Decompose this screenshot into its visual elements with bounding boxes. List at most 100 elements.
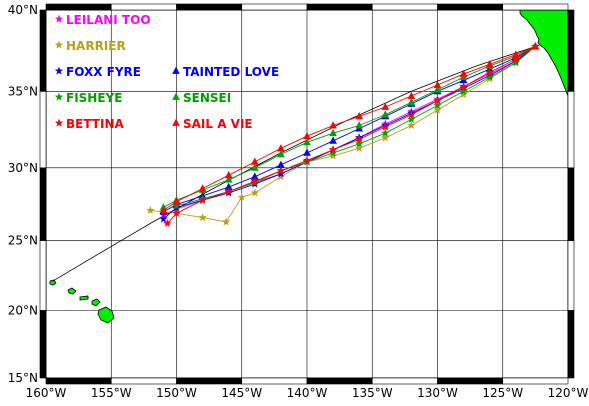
north-america-coast (519, 10, 568, 97)
track-point (303, 137, 311, 146)
legend-label: TAINTED LOVE (183, 65, 279, 79)
boat-tracks (146, 42, 540, 227)
top-axis-bar-segment (306, 3, 373, 11)
x-tick-label: 120°W (548, 386, 589, 400)
track-point (459, 69, 468, 77)
track-point (355, 111, 364, 120)
x-tick-label: 140°W (287, 386, 328, 400)
track-point (276, 166, 286, 175)
bottom-axis-bar-segment (306, 377, 373, 385)
track-point (511, 58, 521, 67)
legend-label: SAIL A VIE (183, 117, 253, 131)
left-axis-bar-segment (39, 310, 47, 379)
legend-marker (54, 14, 64, 23)
legend-label: BETTINA (66, 117, 124, 131)
legend-label: HARRIER (66, 39, 126, 53)
x-tick-label: 130°W (417, 386, 458, 400)
island-oahu (67, 287, 77, 295)
top-axis-bar-segment (176, 3, 243, 11)
legend-marker (172, 118, 180, 126)
track-point (237, 192, 247, 201)
legend-marker (172, 92, 180, 100)
top-axis-bar-segment (437, 3, 504, 11)
track-point (354, 134, 364, 143)
bottom-axis-bar-segment (241, 377, 308, 385)
legend-label: FISHEYE (66, 91, 122, 105)
x-tick-label: 135°W (352, 386, 393, 400)
legend-item-sensei: SENSEI (172, 91, 231, 105)
island-hawaii (97, 306, 115, 324)
right-axis-bar-segment (567, 91, 575, 169)
track-point (531, 42, 540, 50)
left-axis-bar-segment (39, 91, 47, 169)
bottom-axis-bar-segment (371, 377, 438, 385)
top-axis-bar-segment (241, 3, 308, 11)
track-point (459, 82, 468, 91)
right-axis-bar-segment (567, 167, 575, 241)
legend-item-leilani-too: LEILANI TOO (54, 13, 151, 27)
left-axis-bar-segment (39, 9, 47, 92)
bottom-axis-bar-segment (110, 377, 177, 385)
track-point (485, 72, 494, 81)
legend-marker (54, 40, 64, 49)
legend-item-harrier: HARRIER (54, 39, 126, 53)
track-point (407, 91, 416, 99)
x-tick-label: 125°W (482, 386, 523, 400)
track-point (198, 184, 207, 192)
legend-item-sail-a-vie: SAIL A VIE (172, 117, 253, 131)
bottom-axis-bar-segment (45, 377, 112, 385)
top-axis-bar-segment (110, 3, 177, 11)
track-point (328, 145, 338, 154)
legend-item-bettina: BETTINA (54, 117, 124, 131)
track-point (485, 67, 494, 76)
island-molokai (79, 295, 89, 301)
y-tick-label: 15°N (8, 371, 38, 385)
island-kauai (49, 279, 57, 286)
right-axis-bar-segment (567, 310, 575, 379)
right-axis-bar-segment (567, 9, 575, 92)
track-point (276, 172, 286, 181)
track-point (224, 170, 233, 179)
track-point (433, 105, 442, 114)
track-point (433, 96, 442, 105)
track-point (172, 197, 181, 205)
legend-label: SENSEI (183, 91, 231, 105)
axis-tick-labels: 160°W 155°W 150°W 145°W 140°W 135°W 130°W 125°W… (8, 3, 589, 400)
top-axis-bar-segment (502, 3, 569, 11)
track-line (163, 46, 536, 211)
y-tick-label: 30°N (8, 161, 38, 175)
track-point (146, 205, 155, 214)
track-point (163, 218, 172, 227)
track-point (433, 85, 442, 93)
track-point (459, 86, 468, 95)
legend-item-fisheye: FISHEYE (54, 91, 122, 105)
track-point (277, 150, 285, 158)
left-axis-bar-segment (39, 167, 47, 241)
legend-item-foxx-fyre: FOXX FYRE (54, 65, 141, 79)
axis-checker-bars (39, 3, 575, 385)
track-line (163, 46, 536, 213)
x-tick-label: 155°W (91, 386, 132, 400)
left-axis-bar-segment (39, 240, 47, 311)
track-point (159, 206, 168, 214)
track-point (381, 128, 390, 137)
track-point (303, 131, 311, 140)
track-point (172, 208, 181, 217)
track-point (329, 121, 337, 129)
track-point (381, 102, 390, 110)
track-point (381, 110, 390, 118)
bottom-axis-bar-segment (437, 377, 504, 385)
track-point (277, 144, 285, 152)
legend-marker (54, 66, 64, 75)
legend-marker (54, 118, 64, 127)
track-point (250, 157, 259, 165)
y-tick-label: 40°N (8, 3, 38, 17)
track-point (407, 97, 416, 106)
track-point (355, 121, 364, 129)
y-tick-label: 20°N (8, 303, 38, 317)
x-tick-label: 160°W (26, 386, 67, 400)
track-point (328, 148, 338, 157)
track-point (221, 217, 231, 226)
